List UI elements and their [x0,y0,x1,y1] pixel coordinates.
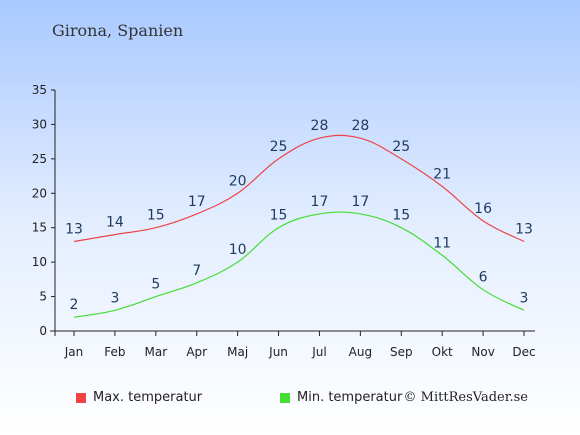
legend-swatch-min [280,392,290,403]
series-line-max [73,134,525,243]
y-tick-label: 35 [32,83,47,97]
x-tick-label: Sep [390,345,413,359]
data-label-max: 28 [351,118,369,134]
y-tick-label: 10 [32,255,47,269]
y-tick-label: 30 [32,117,47,131]
y-tick-label: 25 [32,152,47,166]
chart-title: Girona, Spanien [52,21,184,40]
data-label-min: 3 [110,290,119,306]
data-label-max: 21 [433,166,451,182]
data-label-max: 14 [106,215,124,231]
data-label-min: 6 [479,270,488,286]
x-tick-label: Jun [268,345,288,359]
x-tick-label: Okt [432,345,453,359]
x-tick-label: Dec [512,345,535,359]
x-tick-label: Mar [144,345,167,359]
x-tick-label: Apr [186,345,207,359]
legend-label-min: Min. temperatur [297,390,403,405]
data-label-max: 16 [474,201,492,217]
data-label-min: 2 [70,297,79,313]
x-tick-label: Jul [311,345,326,359]
x-tick-label: Nov [471,345,494,359]
series-line-min [73,211,525,318]
data-label-min: 15 [392,208,410,224]
x-tick-label: Maj [227,345,248,359]
data-label-max: 13 [515,221,533,237]
y-tick-label: 20 [32,186,47,200]
x-tick-label: Aug [349,345,372,359]
data-label-max: 15 [147,208,165,224]
data-label-min: 17 [351,194,369,210]
legend-swatch-max [76,392,86,403]
data-label-min: 11 [433,235,451,251]
x-tick-label: Jan [64,345,84,359]
watermark[interactable]: © MittResVader.se [403,390,528,405]
data-label-min: 15 [270,208,288,224]
legend-item-max: Max. temperatur [76,390,202,405]
legend-item-min: Min. temperatur [280,390,402,405]
data-label-max: 13 [65,221,83,237]
data-label-min: 3 [520,290,529,306]
data-label-min: 5 [151,277,160,293]
y-tick-label: 15 [32,221,47,235]
data-label-max: 17 [188,194,206,210]
data-label-min: 10 [229,242,247,258]
data-label-min: 17 [311,194,329,210]
y-tick-label: 0 [39,324,47,338]
x-tick-label: Feb [104,345,125,359]
data-label-max: 25 [392,139,410,155]
data-label-max: 25 [270,139,288,155]
legend-label-max: Max. temperatur [93,390,203,405]
y-tick-label: 5 [39,290,47,304]
data-label-max: 20 [229,173,247,189]
data-label-min: 7 [192,263,201,279]
data-label-max: 28 [311,118,329,134]
